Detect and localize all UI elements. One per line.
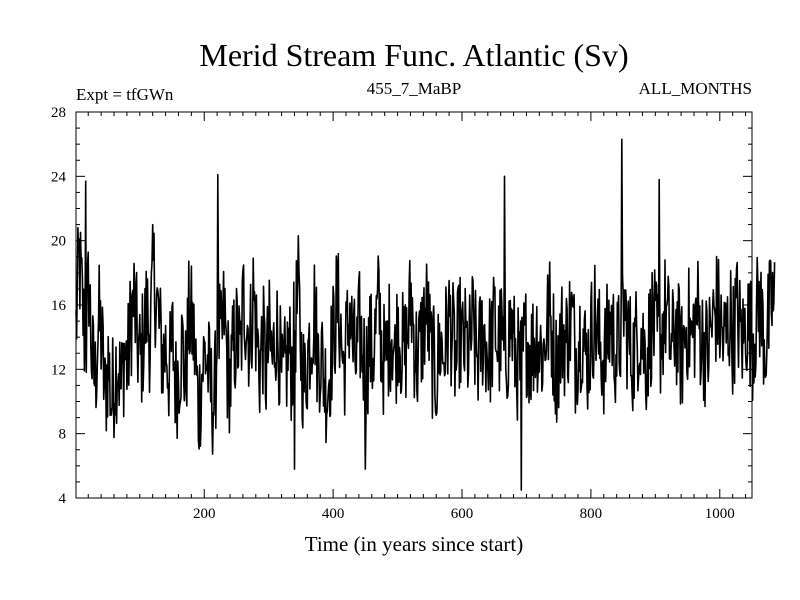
x-tick-label: 600 — [451, 506, 474, 522]
x-tick-label: 800 — [580, 506, 603, 522]
y-tick-label: 4 — [59, 491, 67, 507]
experiment-label: Expt = tfGWn — [76, 85, 174, 104]
y-tick-label: 20 — [51, 234, 66, 250]
plot-frame — [75, 111, 753, 499]
axis-tick-labels: 200 400 600 800 1000 4 8 12 16 20 24 28 — [51, 105, 735, 522]
y-tick-label: 16 — [51, 298, 67, 314]
series-line — [75, 138, 776, 491]
x-tick-label: 400 — [322, 506, 345, 522]
x-tick-label: 200 — [193, 506, 216, 522]
y-tick-label: 28 — [51, 105, 66, 121]
chart-title: Merid Stream Func. Atlantic (Sv) — [199, 37, 628, 73]
y-tick-label: 12 — [51, 362, 66, 378]
months-label: ALL_MONTHS — [639, 79, 752, 98]
x-tick-label: 1000 — [705, 506, 735, 522]
y-tick-label: 8 — [59, 427, 67, 443]
period-label: 455_7_MaBP — [367, 79, 461, 98]
y-tick-label: 24 — [51, 169, 67, 185]
x-axis-label: Time (in years since start) — [305, 532, 524, 556]
